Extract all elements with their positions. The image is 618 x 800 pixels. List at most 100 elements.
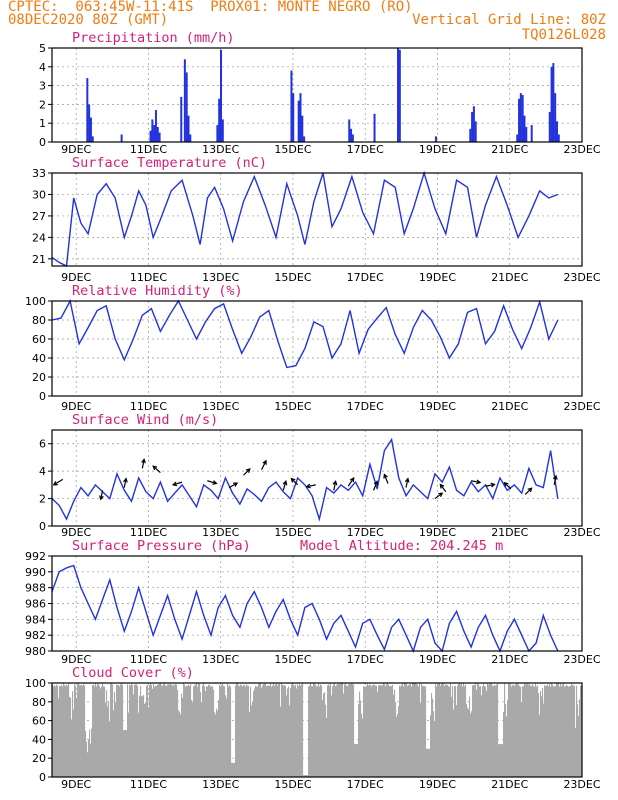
cloud-bar [150,683,152,777]
precip-bar [472,106,475,142]
precip-bar [351,134,354,142]
panel-frame [51,172,583,267]
cloud-bar [441,683,443,777]
cloud-bar [299,684,301,777]
cloud-bar [548,686,550,777]
header-run-date: 08DEC2020 80Z (GMT) [8,12,169,28]
cloud-bar [514,685,516,777]
cloud-bar [434,721,436,777]
cloud-bar [256,686,258,777]
cloud-bar [345,683,347,777]
cloud-bar [76,698,78,777]
cloud-bar [206,686,208,777]
cloud-bar [193,686,195,777]
precip-bar [554,93,557,142]
cloud-bar [111,683,113,777]
cloud-bar [293,684,295,777]
cloud-bar [292,683,294,777]
x-tick-label: 19DEC [419,271,456,284]
cloud-bar [211,686,213,777]
cloud-bar [415,683,417,777]
cloud-bar [215,714,217,777]
cloud-bar [74,684,76,777]
cloud-bar [436,686,438,777]
cloud-bar [64,685,66,777]
cloud-bar [324,692,326,777]
cloud-bar [541,696,543,777]
cloud-bar [233,762,235,777]
cloud-bar [489,683,491,777]
precip-bar [516,134,519,142]
cloud-bar [143,694,145,777]
precip-bar [292,93,295,142]
y-tick-label: 24 [32,231,46,244]
wind-arrow [504,482,512,490]
cloud-bar [217,710,219,777]
wind-arrow [141,459,145,469]
cloud-bar [102,683,104,777]
wind-arrow-head [245,468,251,473]
cloud-bar [139,695,141,777]
precip-bar [518,98,521,142]
cloud-bar [183,683,185,777]
cloud-bar [327,685,329,777]
cloud-bars [52,683,583,777]
cloud-bar [305,775,307,777]
cloud-bar [404,683,406,777]
cloud-bar [459,683,461,777]
y-tick-label: 80 [32,696,46,709]
precip-bar [373,113,376,142]
cloud-bar [330,683,332,777]
cloud-bar [340,683,342,777]
cloud-bar [429,748,431,777]
cloud-bar [158,684,160,777]
cloud-bar [335,686,337,777]
cloud-bar [325,704,327,777]
cloud-bar [466,704,468,777]
cloud-bar [176,684,178,777]
cloud-bar [227,684,229,777]
cloud-bar [424,686,426,777]
cloud-bar [197,686,199,777]
cloud-bar [147,684,149,777]
cloud-bar [358,704,360,777]
cloud-bar [81,685,83,777]
wind-arrow [485,483,495,487]
cloud-bar [250,686,252,777]
cloud-bar [209,684,211,777]
cloud-bar [395,701,397,777]
cloud-bar [315,684,317,777]
cloud-bar [554,686,556,777]
cloud-bar [223,686,225,777]
cloud-bar [103,686,105,777]
y-tick-label: 80 [32,314,46,327]
cloud-bar [381,685,383,777]
cloud-bar [80,685,82,777]
cloud-bar [259,683,261,777]
cloud-bar [374,684,376,777]
cloud-bar [240,684,242,777]
cloud-bar [323,693,325,777]
precip-bar [521,95,524,142]
cloud-bar [506,716,508,777]
precip-bar [297,100,300,142]
cloud-bar [408,685,410,777]
cloud-bar [397,713,399,777]
cloud-bar [66,684,68,777]
x-tick-label: 17DEC [347,653,384,666]
cloud-bar [260,683,262,777]
cloud-bar [574,685,576,777]
cloud-bar [264,683,266,777]
y-tick-label: 20 [32,371,46,384]
cloud-bar [504,683,506,777]
wind-arrow-head [503,481,509,487]
precip-bar [555,121,558,142]
cloud-bar [420,702,422,777]
x-tick-label: 11DEC [130,778,167,791]
wind-arrow [524,487,533,495]
cloud-bar [275,684,277,777]
cloud-bar [387,683,389,777]
cloud-bar [121,683,123,777]
cloud-bar [462,686,464,777]
cloud-bar [566,684,568,777]
